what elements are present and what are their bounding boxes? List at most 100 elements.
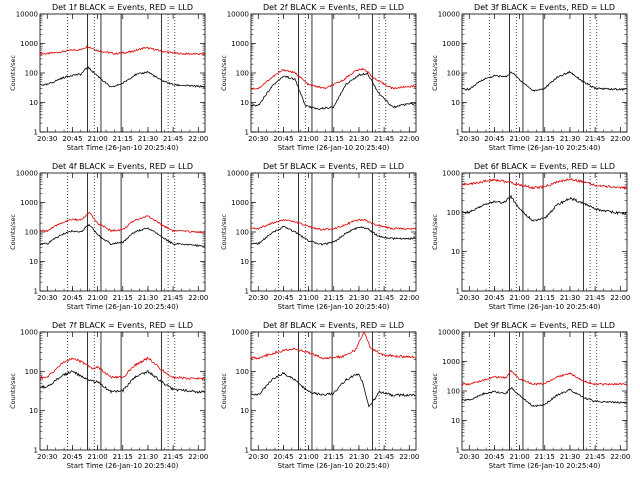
x-tick-label: 20:30 bbox=[459, 294, 479, 302]
x-tick-label: 20:45 bbox=[62, 135, 82, 143]
panel-title: Det 8f BLACK = Events, RED = LLD bbox=[263, 321, 404, 330]
x-tick-label: 21:15 bbox=[535, 453, 555, 461]
y-tick-label: 1 bbox=[456, 129, 460, 137]
events-series-line bbox=[39, 223, 205, 247]
plot-frame bbox=[39, 172, 206, 292]
x-axis-label: Start Time (26-Jan-10 20:25:40) bbox=[67, 144, 179, 152]
lld-series-line bbox=[461, 177, 627, 190]
y-tick-label: 10 bbox=[29, 258, 38, 266]
x-tick-label: 21:15 bbox=[324, 135, 344, 143]
x-axis-label: Start Time (26-Jan-10 20:25:40) bbox=[278, 462, 390, 470]
x-tick-label: 21:45 bbox=[163, 453, 183, 461]
y-tick-label: 10000 bbox=[227, 11, 249, 19]
y-tick-label: 1 bbox=[245, 129, 249, 137]
y-tick-label: 1000 bbox=[20, 40, 38, 48]
x-tick-label: 22:00 bbox=[188, 453, 208, 461]
lld-series-line bbox=[39, 45, 205, 56]
lld-series-line bbox=[250, 330, 416, 361]
y-axis-label: Counts/sec bbox=[9, 373, 17, 409]
events-series-line bbox=[250, 371, 416, 408]
x-tick-label: 21:30 bbox=[138, 294, 158, 302]
x-tick-label: 21:45 bbox=[374, 294, 394, 302]
y-tick-label: 1 bbox=[245, 288, 249, 296]
x-tick-label: 21:00 bbox=[510, 135, 530, 143]
plot-frame bbox=[461, 331, 628, 451]
x-tick-label: 22:00 bbox=[399, 294, 419, 302]
x-tick-label: 21:00 bbox=[299, 453, 319, 461]
x-tick-label: 20:30 bbox=[37, 453, 57, 461]
x-tick-label: 21:15 bbox=[113, 453, 133, 461]
y-tick-label: 1000 bbox=[231, 199, 249, 207]
x-tick-label: 20:30 bbox=[248, 294, 268, 302]
y-tick-label: 10 bbox=[29, 99, 38, 107]
y-tick-label: 10 bbox=[240, 99, 249, 107]
x-axis-label: Start Time (26-Jan-10 20:25:40) bbox=[489, 303, 601, 311]
x-axis-label: Start Time (26-Jan-10 20:25:40) bbox=[67, 462, 179, 470]
x-tick-label: 22:00 bbox=[188, 135, 208, 143]
y-tick-label: 100 bbox=[447, 388, 460, 396]
x-tick-label: 21:30 bbox=[349, 453, 369, 461]
y-tick-label: 100 bbox=[447, 209, 460, 217]
x-tick-label: 20:45 bbox=[484, 135, 504, 143]
plot-frame bbox=[461, 13, 628, 133]
x-tick-label: 20:30 bbox=[459, 453, 479, 461]
x-tick-label: 21:15 bbox=[113, 294, 133, 302]
y-axis-label: Counts/sec bbox=[220, 55, 228, 91]
y-tick-label: 10000 bbox=[16, 11, 38, 19]
y-tick-label: 100 bbox=[25, 229, 38, 237]
x-tick-label: 21:45 bbox=[374, 453, 394, 461]
detector-panel-6: Det 6f BLACK = Events, RED = LLD 1 10 100 10… bbox=[431, 162, 630, 311]
y-tick-label: 1 bbox=[34, 129, 38, 137]
x-tick-label: 21:30 bbox=[138, 453, 158, 461]
x-tick-label: 21:00 bbox=[88, 453, 108, 461]
events-series-line bbox=[461, 386, 627, 408]
x-axis-label: Start Time (26-Jan-10 20:25:40) bbox=[278, 144, 390, 152]
x-tick-label: 21:30 bbox=[560, 294, 580, 302]
detector-panel-7: Det 7f BLACK = Events, RED = LLD 1 10 100 10… bbox=[9, 321, 208, 470]
x-tick-label: 21:15 bbox=[113, 135, 133, 143]
y-tick-label: 10000 bbox=[438, 11, 460, 19]
y-tick-label: 10 bbox=[451, 417, 460, 425]
x-tick-label: 21:30 bbox=[349, 135, 369, 143]
x-tick-label: 20:45 bbox=[273, 294, 293, 302]
plot-frame bbox=[250, 13, 417, 133]
x-tick-label: 22:00 bbox=[610, 294, 630, 302]
y-tick-label: 100 bbox=[236, 368, 249, 376]
y-tick-label: 1 bbox=[456, 447, 460, 455]
x-tick-label: 21:00 bbox=[299, 294, 319, 302]
x-tick-label: 21:30 bbox=[138, 135, 158, 143]
events-series-line bbox=[39, 66, 205, 89]
panel-title: Det 3f BLACK = Events, RED = LLD bbox=[474, 3, 615, 12]
x-axis-label: Start Time (26-Jan-10 20:25:40) bbox=[489, 144, 601, 152]
y-tick-label: 100 bbox=[25, 368, 38, 376]
events-series-line bbox=[250, 225, 416, 246]
panel-title: Det 6f BLACK = Events, RED = LLD bbox=[474, 162, 615, 171]
plot-frame bbox=[39, 13, 206, 133]
x-tick-label: 20:45 bbox=[273, 453, 293, 461]
lld-series-line bbox=[250, 218, 416, 231]
detector-panel-1: Det 1f BLACK = Events, RED = LLD 1 10 100 10… bbox=[9, 3, 208, 152]
x-tick-label: 20:30 bbox=[248, 135, 268, 143]
lld-series-line bbox=[39, 211, 205, 234]
y-tick-label: 10000 bbox=[227, 170, 249, 178]
y-axis-label: Counts/sec bbox=[220, 214, 228, 250]
x-tick-label: 21:15 bbox=[324, 453, 344, 461]
lld-series-line bbox=[461, 369, 627, 386]
x-tick-label: 21:45 bbox=[585, 294, 605, 302]
x-tick-label: 20:45 bbox=[273, 135, 293, 143]
y-tick-label: 1000 bbox=[442, 40, 460, 48]
detector-panel-3: Det 3f BLACK = Events, RED = LLD 1 10 100 10… bbox=[431, 3, 630, 152]
y-axis-label: Counts/sec bbox=[9, 214, 17, 250]
y-tick-label: 10000 bbox=[16, 170, 38, 178]
y-tick-label: 1000 bbox=[20, 199, 38, 207]
y-tick-label: 100 bbox=[25, 70, 38, 78]
y-tick-label: 1000 bbox=[231, 40, 249, 48]
y-tick-label: 100 bbox=[447, 70, 460, 78]
events-series-line bbox=[250, 71, 416, 111]
x-tick-label: 22:00 bbox=[399, 453, 419, 461]
x-tick-label: 21:00 bbox=[510, 294, 530, 302]
events-series-line bbox=[461, 194, 627, 222]
x-tick-label: 20:30 bbox=[459, 135, 479, 143]
y-tick-label: 1000 bbox=[231, 329, 249, 337]
